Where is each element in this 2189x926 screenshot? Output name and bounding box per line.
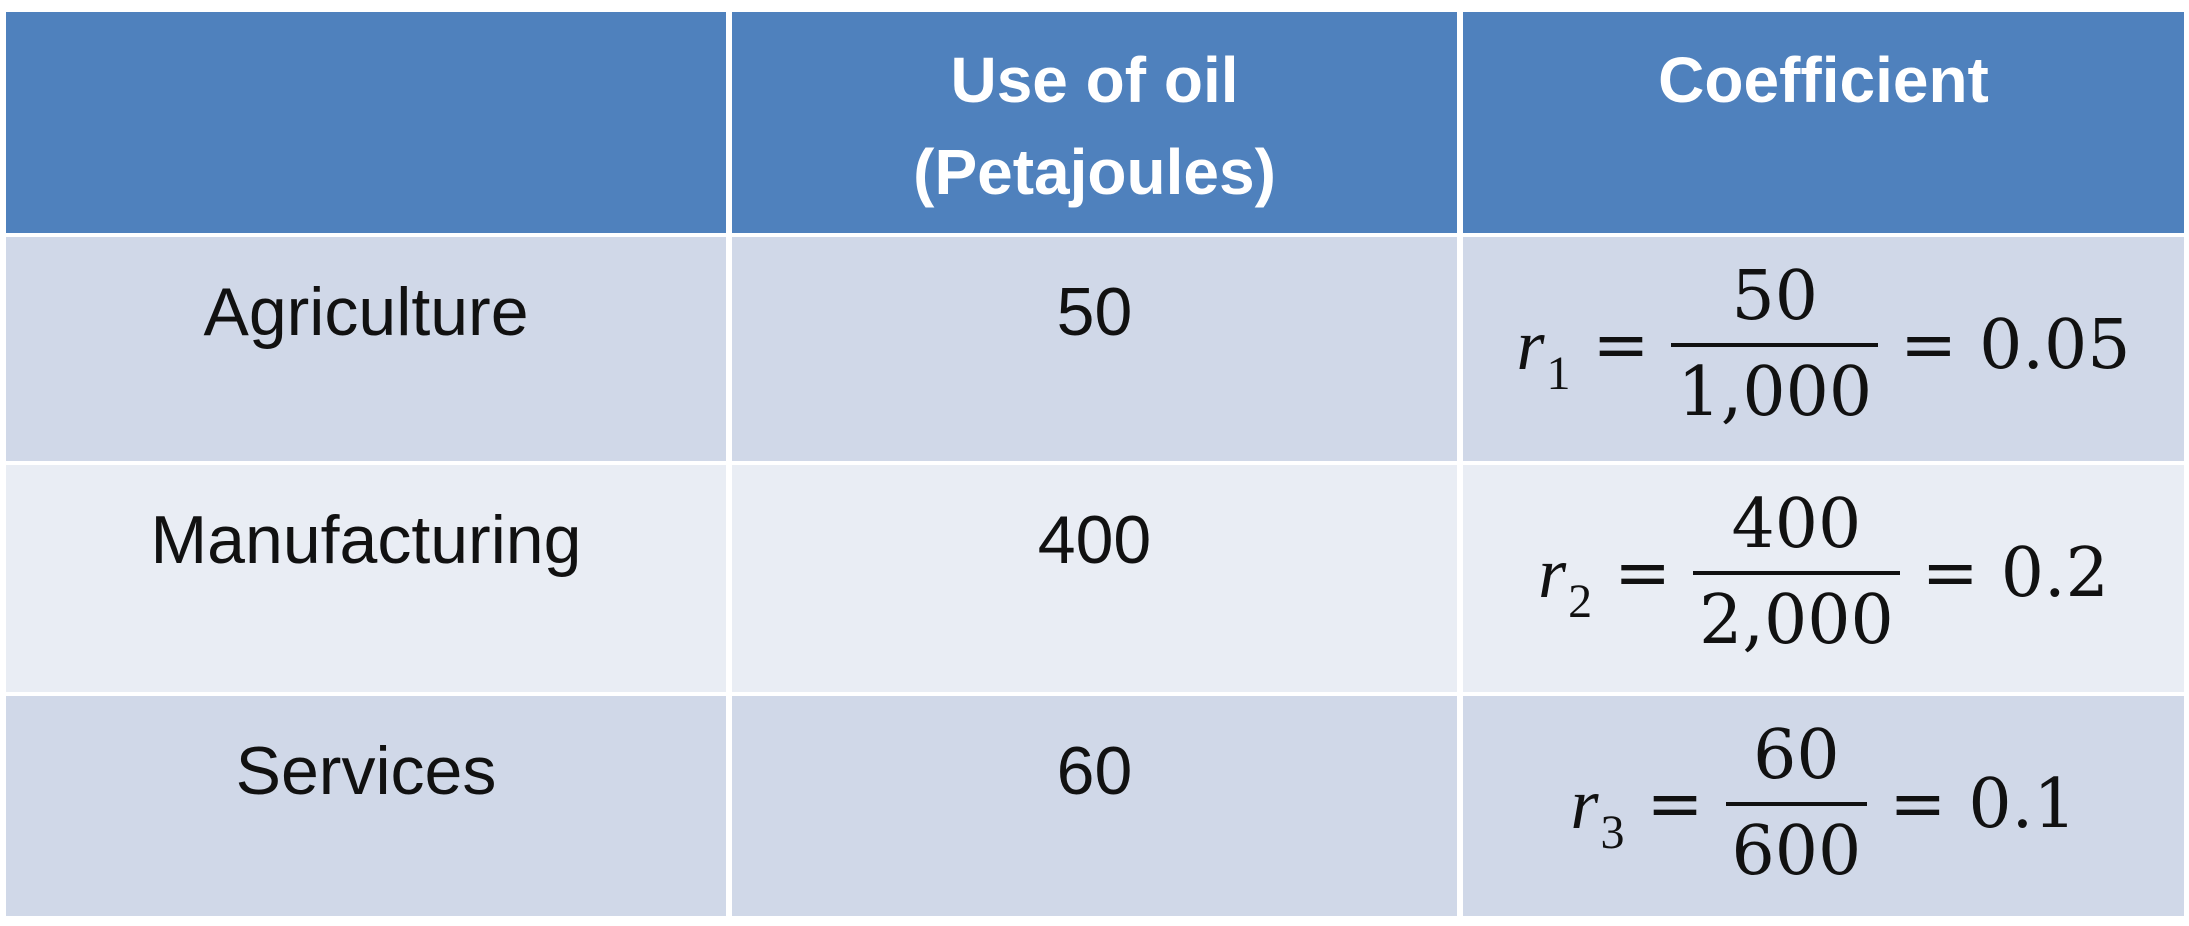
coefficient-cell: r2 = 400 2,000 = 0.2	[1463, 465, 2184, 692]
coefficient-result: 0.1	[1968, 764, 2077, 844]
fraction-numerator: 400	[1731, 485, 1862, 564]
sector-label: Manufacturing	[150, 502, 582, 578]
variable-letter: r	[1570, 763, 1599, 844]
equals-sign: =	[1900, 305, 1958, 385]
variable-subscript: 2	[1568, 574, 1593, 628]
variable-subscript: 3	[1600, 805, 1625, 859]
header-cell-use-of-oil: Use of oil (Petajoules)	[732, 12, 1457, 233]
fraction-bar	[1671, 343, 1879, 347]
header-cell-coefficient: Coefficient	[1463, 12, 2184, 233]
variable-letter: r	[1538, 532, 1567, 613]
header-cell-empty	[6, 12, 726, 233]
sector-cell: Manufacturing	[6, 465, 726, 692]
sector-label: Services	[235, 733, 497, 809]
equals-sign: =	[1614, 533, 1672, 613]
equals-sign: =	[1592, 305, 1650, 385]
coefficient-cell: r3 = 60 600 = 0.1	[1463, 696, 2184, 916]
header-use-of-oil-line1: Use of oil	[950, 44, 1239, 116]
fraction: 50 1,000	[1671, 251, 1879, 439]
sector-label: Agriculture	[203, 274, 529, 350]
oil-coefficient-table: Use of oil (Petajoules) Coefficient Agri…	[6, 12, 2184, 920]
coefficient-formula: r1 = 50 1,000 = 0.05	[1516, 251, 2130, 439]
use-of-oil-cell: 60	[732, 696, 1457, 916]
fraction-denominator: 2,000	[1699, 581, 1894, 660]
equals-sign: =	[1889, 764, 1947, 844]
header-use-of-oil-line2: (Petajoules)	[913, 136, 1276, 208]
equals-sign: =	[1921, 533, 1979, 613]
coefficient-formula: r2 = 400 2,000 = 0.2	[1538, 479, 2109, 667]
use-of-oil-cell: 400	[732, 465, 1457, 692]
fraction-denominator: 1,000	[1677, 353, 1873, 432]
coefficient-result: 0.05	[1979, 305, 2131, 385]
equals-sign: =	[1646, 764, 1704, 844]
formula-variable: r1	[1516, 304, 1570, 400]
fraction-bar	[1725, 802, 1868, 806]
fraction: 60 600	[1725, 710, 1868, 898]
coefficient-formula: r3 = 60 600 = 0.1	[1571, 710, 2077, 898]
use-of-oil-cell: 50	[732, 237, 1457, 461]
coefficient-result: 0.2	[2000, 533, 2109, 613]
formula-variable: r3	[1570, 763, 1625, 859]
coefficient-cell: r1 = 50 1,000 = 0.05	[1463, 237, 2184, 461]
sector-cell: Agriculture	[6, 237, 726, 461]
fraction-denominator: 600	[1731, 812, 1862, 891]
fraction-numerator: 50	[1731, 257, 1819, 336]
fraction: 400 2,000	[1693, 479, 1900, 667]
header-coefficient: Coefficient	[1658, 44, 1989, 116]
use-of-oil-value: 60	[1056, 733, 1133, 809]
formula-variable: r2	[1538, 532, 1592, 628]
sector-cell: Services	[6, 696, 726, 916]
use-of-oil-value: 50	[1056, 274, 1133, 350]
variable-letter: r	[1516, 304, 1545, 385]
variable-subscript: 1	[1546, 346, 1571, 400]
use-of-oil-value: 400	[1037, 502, 1152, 578]
fraction-numerator: 60	[1753, 716, 1840, 795]
fraction-bar	[1693, 571, 1900, 575]
